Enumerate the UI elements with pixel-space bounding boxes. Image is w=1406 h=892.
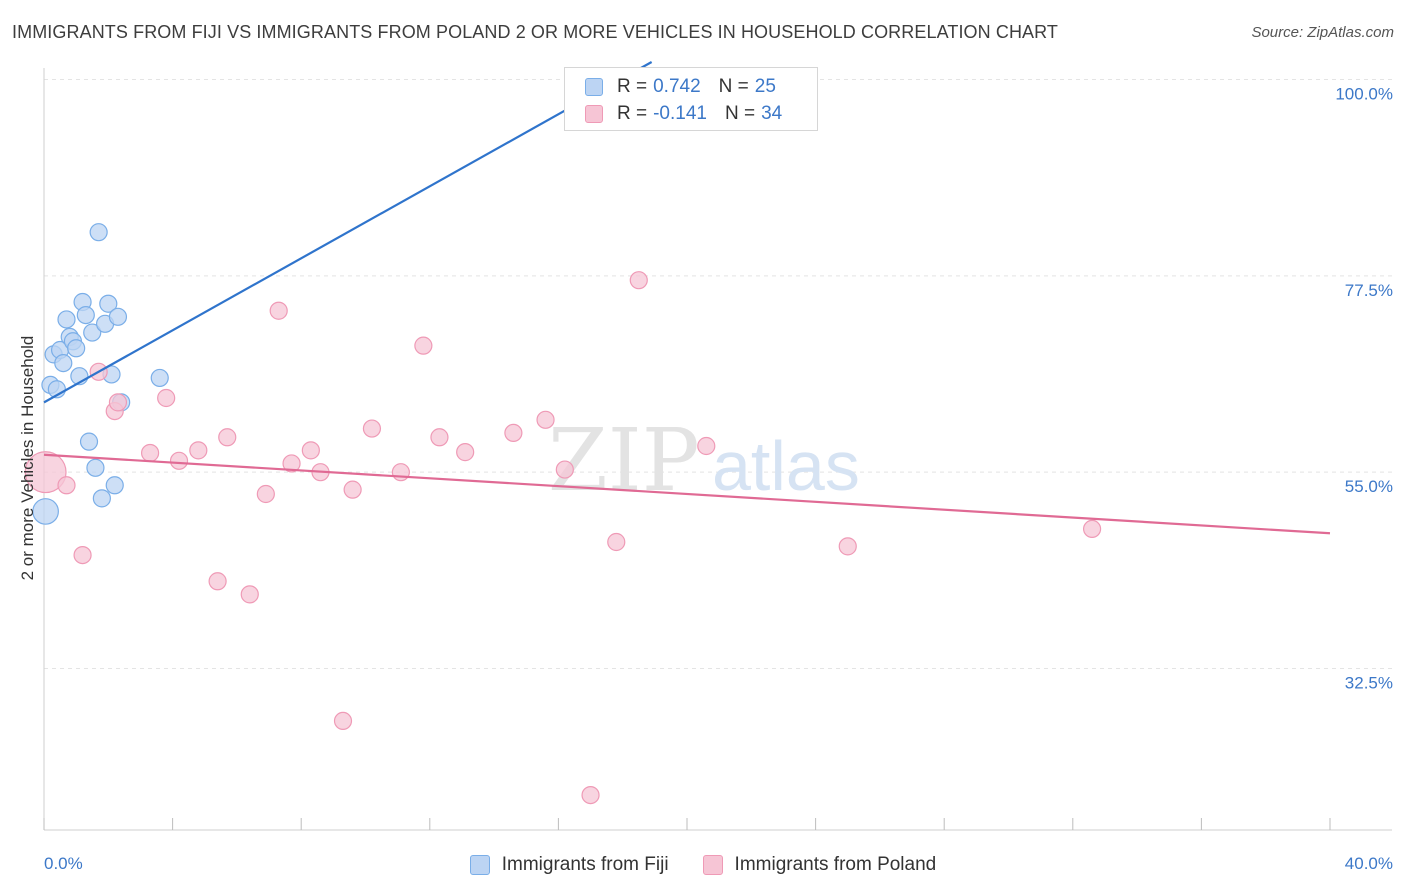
point-fiji-15 xyxy=(86,458,105,477)
point-fiji-16 xyxy=(89,223,108,242)
watermark-zip: ZIP xyxy=(548,411,700,511)
poland-n-value: 34 xyxy=(761,103,783,124)
series-legend: Immigrants from Fiji Immigrants from Pol… xyxy=(0,852,1406,878)
point-poland-29 xyxy=(607,532,626,552)
point-fiji-14 xyxy=(83,323,102,342)
legend-item-fiji[interactable]: Immigrants from Fiji xyxy=(469,854,669,876)
trend-line-fiji xyxy=(43,61,653,404)
poland-legend-swatch xyxy=(702,855,723,875)
poland-legend-label: Immigrants from Poland xyxy=(734,854,937,875)
point-fiji-17 xyxy=(92,489,111,508)
point-fiji-13 xyxy=(79,432,99,451)
point-poland-24 xyxy=(456,443,475,462)
point-poland-18 xyxy=(333,711,353,731)
point-poland-13 xyxy=(256,484,275,504)
trend-line-poland xyxy=(43,453,1331,535)
point-poland-32 xyxy=(838,537,857,556)
point-poland-31 xyxy=(697,436,716,456)
point-poland-22 xyxy=(414,336,433,355)
point-poland-33 xyxy=(1082,519,1102,539)
point-poland-21 xyxy=(391,463,410,482)
point-poland-27 xyxy=(555,460,574,479)
y-tick-label-1: 77.5% xyxy=(1345,281,1393,300)
point-poland-19 xyxy=(343,480,362,499)
point-poland-16 xyxy=(301,441,320,460)
y-tick-label-0: 100.0% xyxy=(1335,84,1393,103)
fiji-n-value: 25 xyxy=(754,76,776,97)
r-label: R = xyxy=(617,103,648,124)
point-poland-14 xyxy=(269,301,288,320)
chart-title: IMMIGRANTS FROM FIJI VS IMMIGRANTS FROM … xyxy=(12,22,1059,42)
point-poland-6 xyxy=(140,443,160,463)
point-fiji-19 xyxy=(99,294,118,313)
watermark: ZIP atlas xyxy=(548,411,860,511)
y-tick-label-3: 32.5% xyxy=(1345,674,1393,693)
point-poland-7 xyxy=(157,388,176,408)
y-axis-label: 2 or more Vehicles in Household xyxy=(18,335,37,581)
point-poland-30 xyxy=(629,271,648,290)
n-label: N = xyxy=(724,103,756,124)
point-poland-25 xyxy=(504,423,523,443)
legend-row-fiji: R = 0.742 N = 25 xyxy=(585,74,776,100)
point-poland-15 xyxy=(282,454,301,473)
r-label: R = xyxy=(617,76,648,97)
point-poland-28 xyxy=(581,785,600,805)
point-poland-11 xyxy=(218,428,237,447)
point-poland-26 xyxy=(536,410,555,429)
x-tick-label-1: 40.0% xyxy=(1345,854,1393,873)
axis-ticks: 100.0% 77.5% 55.0% 32.5% 0.0% 40.0% xyxy=(43,84,1393,873)
legend-row-poland: R = -0.141 N = 34 xyxy=(585,101,782,127)
point-poland-9 xyxy=(189,441,208,460)
point-fiji-21 xyxy=(105,476,124,495)
point-poland-1 xyxy=(57,476,76,495)
point-fiji-22 xyxy=(108,307,128,326)
poland-r-value: -0.141 xyxy=(653,103,707,124)
correlation-legend: R = 0.742 N = 25 R = -0.141 N = 34 xyxy=(564,67,818,131)
point-fiji-24 xyxy=(150,368,169,388)
point-poland-2 xyxy=(73,545,92,565)
point-poland-23 xyxy=(430,428,449,447)
fiji-legend-label: Immigrants from Fiji xyxy=(501,854,669,875)
watermark-atlas: atlas xyxy=(712,427,860,505)
fiji-swatch xyxy=(585,78,603,96)
point-poland-8 xyxy=(169,451,189,470)
legend-item-poland[interactable]: Immigrants from Poland xyxy=(702,854,937,876)
point-fiji-6 xyxy=(57,310,76,329)
axes xyxy=(43,68,1392,831)
point-fiji-0 xyxy=(32,498,59,525)
grid-lines xyxy=(44,78,1392,670)
fiji-legend-swatch xyxy=(469,855,490,875)
point-fiji-5 xyxy=(54,353,73,373)
point-fiji-12 xyxy=(76,305,95,325)
source-label: Source: ZipAtlas.com xyxy=(1251,24,1394,41)
point-poland-5 xyxy=(108,393,128,412)
point-poland-10 xyxy=(208,572,227,591)
fiji-r-value: 0.742 xyxy=(653,76,701,97)
data-points xyxy=(24,223,1102,805)
point-poland-12 xyxy=(240,585,259,604)
poland-swatch xyxy=(585,105,603,123)
point-poland-20 xyxy=(362,419,382,438)
y-tick-label-2: 55.0% xyxy=(1345,477,1393,496)
trend-lines xyxy=(43,61,1331,535)
x-tick-label-0: 0.0% xyxy=(44,854,83,873)
point-fiji-9 xyxy=(67,339,86,358)
point-poland-0 xyxy=(24,451,67,494)
n-label: N = xyxy=(718,76,749,97)
